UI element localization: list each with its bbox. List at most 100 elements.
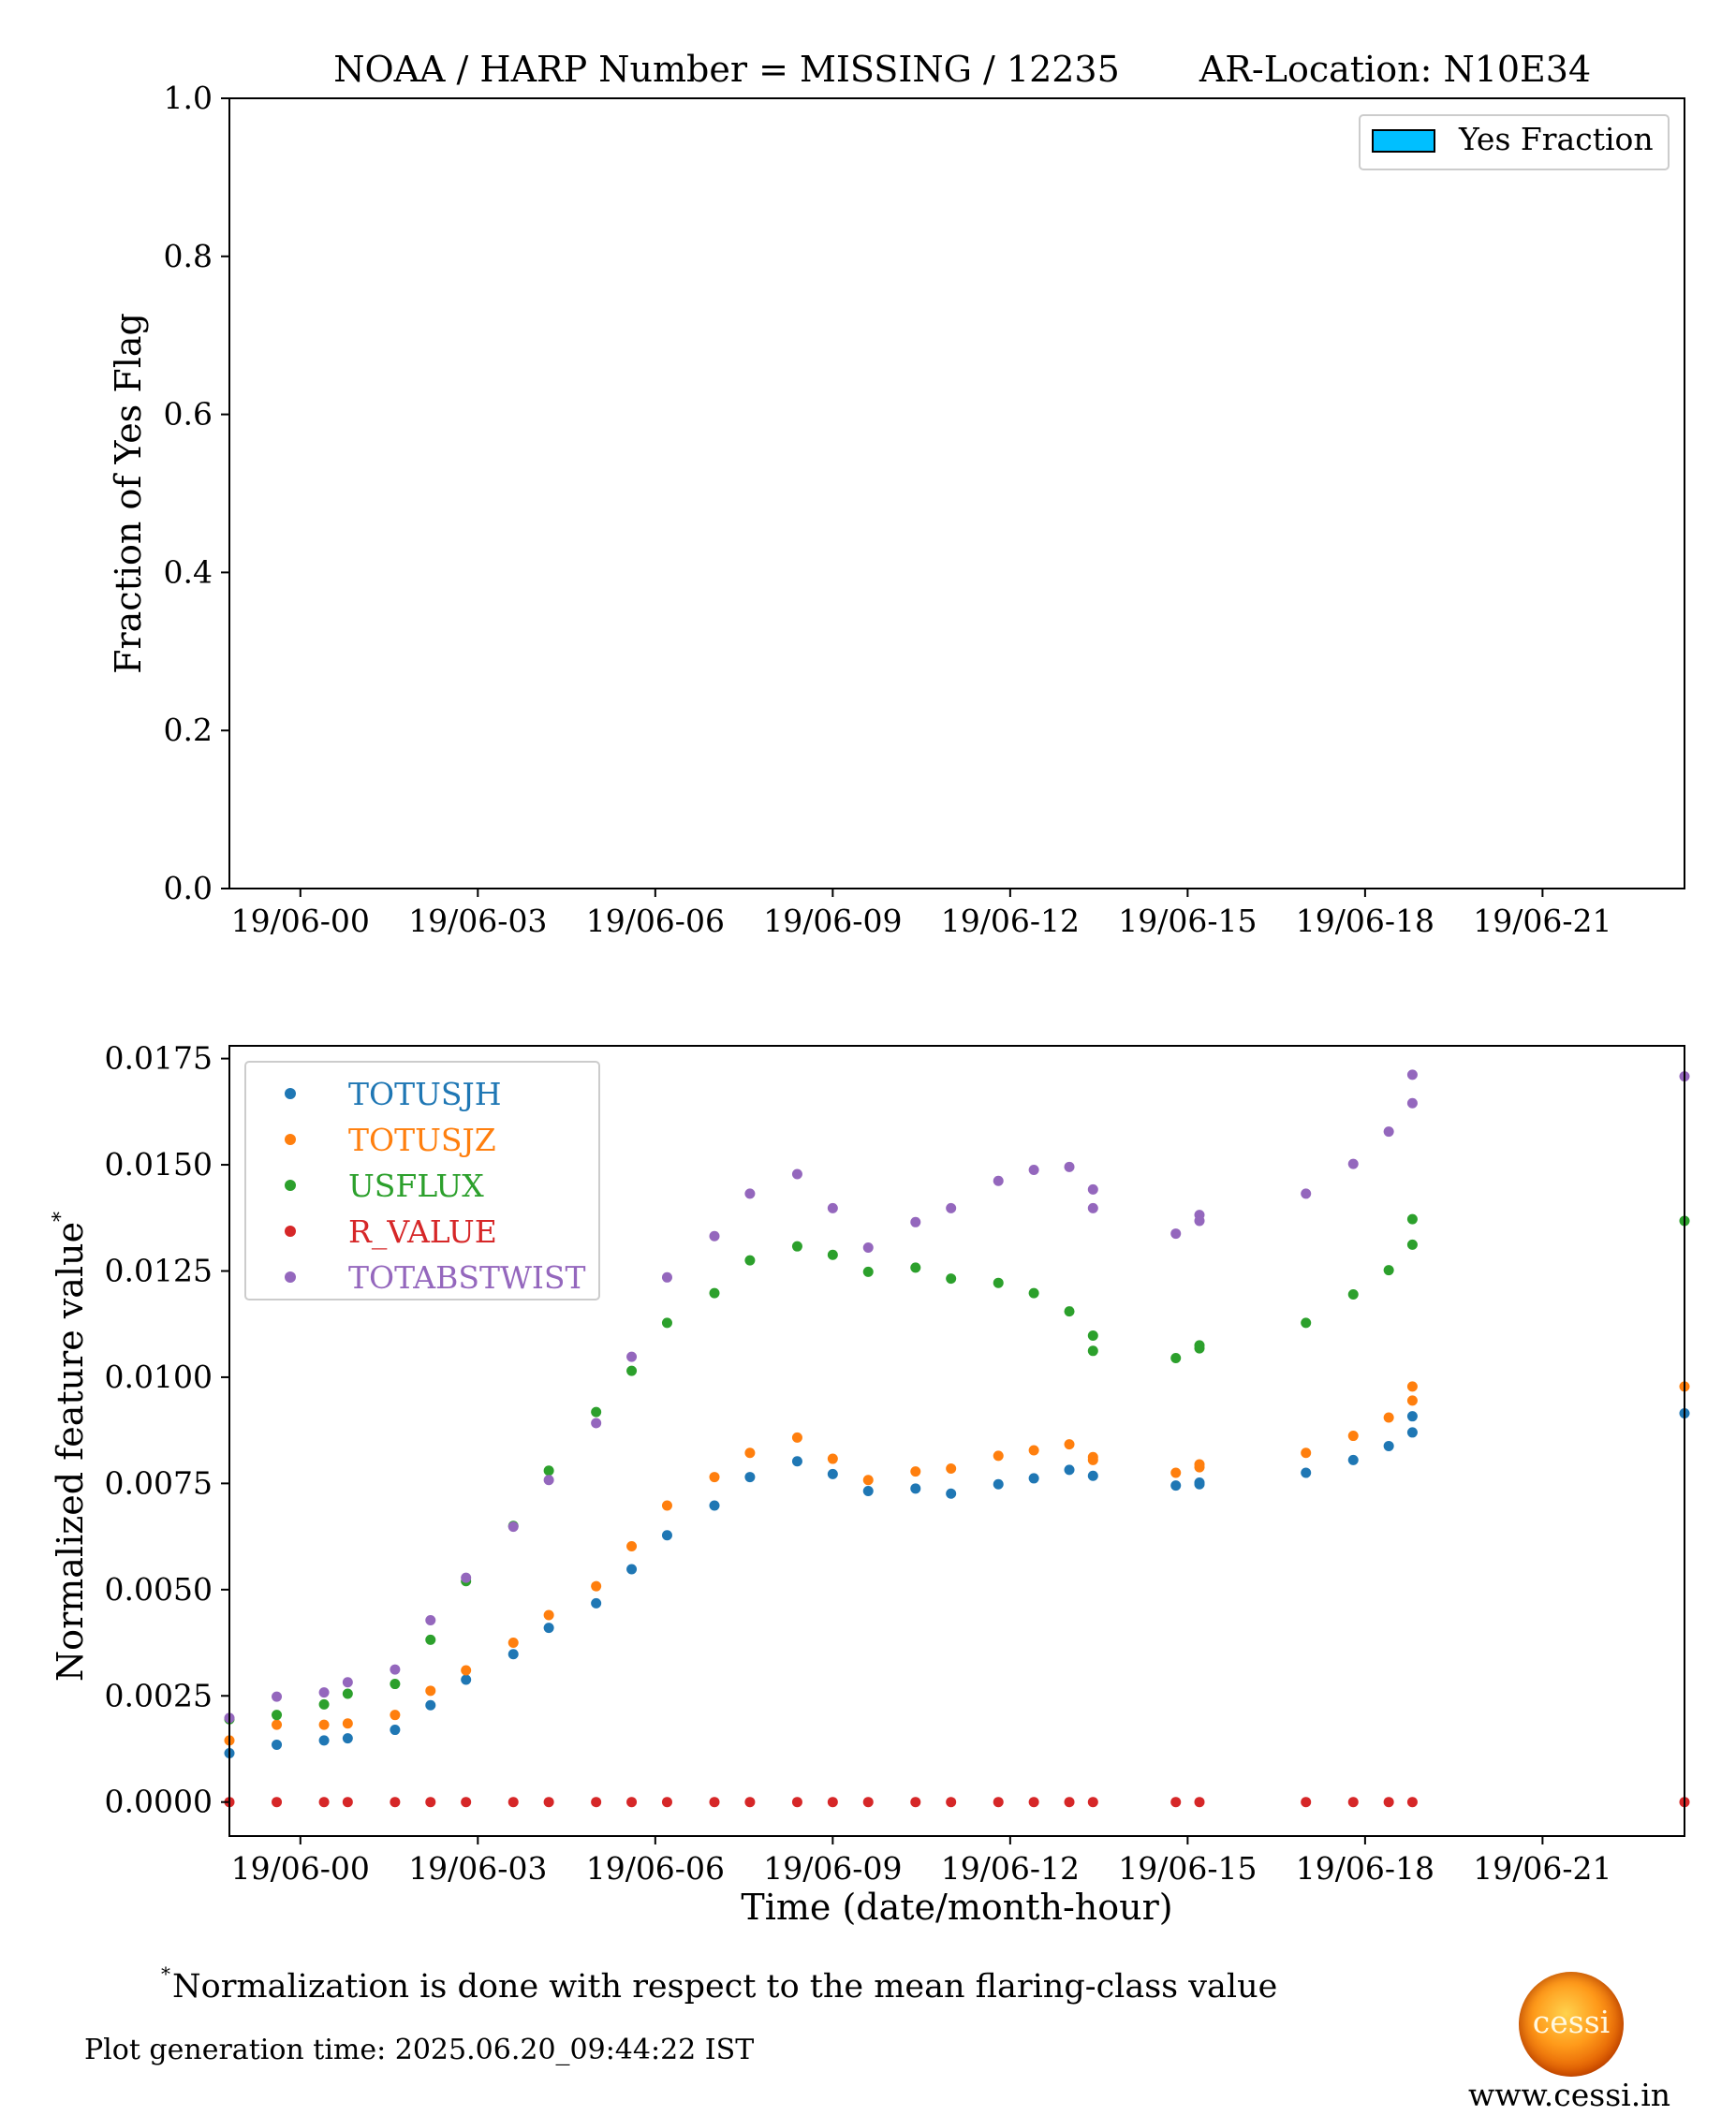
totusjh-point xyxy=(318,1735,330,1746)
totusjh-point xyxy=(1170,1480,1182,1491)
totusjz-point xyxy=(1028,1445,1039,1456)
totusjh-point xyxy=(661,1530,672,1541)
totusjz-point xyxy=(508,1638,519,1649)
totusjz-point xyxy=(1347,1431,1359,1442)
totusjz-point xyxy=(461,1665,472,1676)
totabstwist-point xyxy=(425,1614,436,1625)
totabstwist-legend-marker xyxy=(285,1271,296,1283)
r-value-point xyxy=(272,1797,283,1808)
totabstwist-point xyxy=(946,1202,957,1213)
usflux-point xyxy=(591,1406,602,1418)
usflux-point xyxy=(1347,1288,1359,1300)
totusjz-point xyxy=(910,1466,921,1477)
bottom-x-axis: 19/06-00 19/06-03 19/06-06 19/06-09 19/06-12… xyxy=(231,1836,1612,1887)
bottom-x-tick-label: 19/06-00 xyxy=(231,1850,370,1887)
totusjh-point xyxy=(709,1500,720,1511)
totusjh-point xyxy=(791,1456,802,1467)
r-value-point xyxy=(1087,1797,1098,1808)
usflux-point xyxy=(1194,1343,1205,1354)
logo-text: cessi xyxy=(1532,2004,1611,2040)
r-value-point xyxy=(1170,1797,1182,1808)
totusjh-point xyxy=(946,1488,957,1499)
generation-time: Plot generation time: 2025.06.20_09:44:2… xyxy=(84,2034,755,2066)
totabstwist-point xyxy=(744,1188,756,1199)
totusjh-point xyxy=(626,1564,638,1575)
r-value-point xyxy=(1383,1797,1394,1808)
footnote: *Normalization is done with respect to t… xyxy=(161,1962,1277,2006)
bottom-y-axis-label-marker: * xyxy=(50,1212,73,1222)
r-value-point xyxy=(862,1797,874,1808)
usflux-legend-label: USFLUX xyxy=(348,1168,484,1204)
usflux-point xyxy=(1087,1330,1098,1341)
bottom-x-tick-label: 19/06-18 xyxy=(1296,1850,1434,1887)
bottom-y-axis-label-group: Normalized feature value* xyxy=(50,1212,91,1682)
r-value-point xyxy=(1301,1797,1312,1808)
totabstwist-point xyxy=(342,1677,353,1688)
r-value-point xyxy=(946,1797,957,1808)
totabstwist-point xyxy=(543,1475,554,1486)
bottom-y-tick-label: 0.0175 xyxy=(105,1040,213,1077)
totusjz-point xyxy=(791,1432,802,1443)
totabstwist-point xyxy=(1170,1228,1182,1240)
r-value-point xyxy=(425,1797,436,1808)
totabstwist-point xyxy=(791,1168,802,1180)
top-x-tick-label: 19/06-09 xyxy=(763,903,902,939)
bottom-y-axis-label: Normalized feature value xyxy=(50,1222,91,1682)
totusjh-point xyxy=(744,1472,756,1483)
totusjh-point xyxy=(1028,1473,1039,1484)
totabstwist-point xyxy=(1301,1188,1312,1199)
totusjz-point xyxy=(709,1472,720,1483)
totusjh-point xyxy=(1347,1454,1359,1465)
totusjh-point xyxy=(390,1725,401,1736)
usflux-point xyxy=(862,1266,874,1277)
top-x-tick-label: 19/06-15 xyxy=(1118,903,1257,939)
svg-text:Normalized feature value*: Normalized feature value* xyxy=(50,1212,91,1682)
usflux-point xyxy=(1087,1345,1098,1357)
totabstwist-point xyxy=(591,1418,602,1429)
r-value-point xyxy=(1194,1797,1205,1808)
website-link[interactable]: www.cessi.in xyxy=(1467,2077,1670,2113)
totusjh-legend-label: TOTUSJH xyxy=(348,1076,502,1112)
totabstwist-point xyxy=(910,1216,921,1227)
chart-title: NOAA / HARP Number = MISSING / 12235 xyxy=(333,49,1120,90)
totabstwist-point xyxy=(1064,1161,1075,1172)
totusjh-point xyxy=(1406,1427,1418,1438)
totusjz-point xyxy=(1194,1462,1205,1473)
top-x-tick-label: 19/06-06 xyxy=(586,903,725,939)
totusjz-point xyxy=(390,1710,401,1721)
totusjh-point xyxy=(461,1674,472,1685)
footnote-marker: * xyxy=(161,1962,170,1985)
totusjz-point xyxy=(1383,1412,1394,1423)
totabstwist-point xyxy=(1406,1069,1418,1080)
totabstwist-point xyxy=(508,1521,519,1533)
totabstwist-point xyxy=(827,1202,838,1213)
usflux-point xyxy=(342,1688,353,1699)
r-value-point xyxy=(1347,1797,1359,1808)
totusjz-point xyxy=(425,1685,436,1697)
usflux-point xyxy=(1064,1306,1075,1317)
totusjh-point xyxy=(862,1486,874,1497)
top-y-tick-label: 0.6 xyxy=(164,396,213,433)
footnote-text: Normalization is done with respect to th… xyxy=(172,1968,1278,2006)
usflux-point xyxy=(1406,1213,1418,1225)
usflux-point xyxy=(827,1249,838,1260)
bottom-y-tick-label: 0.0100 xyxy=(105,1359,213,1395)
totabstwist-point xyxy=(461,1572,472,1583)
totabstwist-point xyxy=(862,1242,874,1254)
r-value-legend-label: R_VALUE xyxy=(348,1213,497,1251)
totabstwist-point xyxy=(1383,1126,1394,1138)
totabstwist-point xyxy=(390,1664,401,1675)
usflux-point xyxy=(318,1698,330,1710)
totusjz-legend-label: TOTUSJZ xyxy=(348,1122,496,1158)
totusjh-point xyxy=(425,1699,436,1711)
totusjh-point xyxy=(1406,1411,1418,1422)
totusjz-point xyxy=(1064,1439,1075,1450)
totusjz-point xyxy=(661,1500,672,1511)
bottom-plot-area xyxy=(228,1045,1685,1837)
bottom-legend: TOTUSJH TOTUSJZ USFLUX R_VALUE TOTABSTWIST xyxy=(244,1061,600,1300)
usflux-point xyxy=(543,1465,554,1477)
usflux-point xyxy=(661,1317,672,1329)
top-x-tick-label: 19/06-18 xyxy=(1296,903,1434,939)
r-value-point xyxy=(318,1797,330,1808)
